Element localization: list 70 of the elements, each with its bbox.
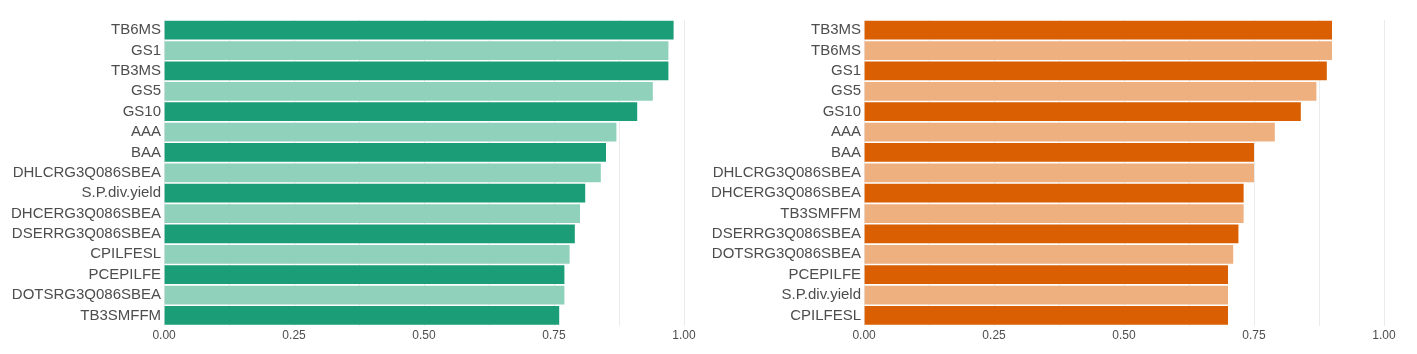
x-tick-label: 0.25	[282, 328, 307, 343]
x-tick-label: 0.00	[152, 328, 177, 343]
bar	[864, 102, 1301, 122]
y-tick-label: S.P.div.yield	[81, 183, 162, 201]
bar	[164, 61, 669, 81]
bar	[864, 183, 1244, 203]
bar	[864, 81, 1317, 101]
bar	[864, 20, 1333, 40]
y-tick-label: DHLCRG3Q086SBEA	[712, 162, 862, 180]
y-tick-label: TB3MS	[111, 61, 162, 79]
y-tick-label: DSERRG3Q086SBEA	[711, 224, 862, 242]
x-tick-label: 0.50	[412, 328, 437, 343]
y-tick-label: TB6MS	[811, 40, 862, 58]
y-tick-label: DHLCRG3Q086SBEA	[12, 162, 162, 180]
bar	[164, 244, 570, 264]
bar	[164, 81, 653, 101]
x-tick-label: 0.75	[542, 328, 567, 343]
x-tick-label: 0.25	[982, 328, 1007, 343]
x-tick-label: 0.00	[852, 328, 877, 343]
y-tick-label: GS5	[131, 81, 162, 99]
y-tick-label: AAA	[831, 122, 862, 140]
bar	[164, 265, 565, 285]
bar	[864, 143, 1255, 162]
bar	[164, 306, 560, 325]
bar	[864, 265, 1229, 285]
y-tick-label: DOTSRG3Q086SBEA	[11, 285, 162, 303]
bar	[864, 61, 1327, 81]
bar	[864, 163, 1255, 183]
bar	[164, 20, 674, 40]
bar	[164, 41, 669, 60]
y-tick-label: GS1	[131, 40, 162, 58]
bar	[164, 183, 586, 203]
y-tick-label: PCEPILFE	[88, 264, 162, 282]
y-tick-label: CPILFESL	[790, 305, 862, 323]
y-tick-label: DOTSRG3Q086SBEA	[711, 244, 862, 262]
bar	[864, 122, 1275, 142]
x-tick-label: 1.00	[1372, 328, 1396, 343]
bar	[864, 285, 1229, 305]
y-tick-label: DHCERG3Q086SBEA	[711, 183, 862, 201]
y-tick-label: AAA	[131, 122, 162, 140]
bar	[164, 204, 581, 223]
x-tick-label: 0.75	[1242, 328, 1267, 343]
y-tick-label: TB3SMFFM	[80, 305, 162, 323]
y-tick-label: BAA	[831, 142, 862, 160]
y-tick-label: GS10	[122, 101, 162, 119]
x-tick-label: 1.00	[672, 328, 696, 343]
bar	[164, 122, 617, 142]
bar	[164, 163, 601, 183]
y-tick-label: TB3MS	[811, 20, 862, 38]
bar	[164, 143, 607, 162]
y-tick-label: TB3SMFFM	[780, 203, 862, 221]
y-tick-label: BAA	[131, 142, 162, 160]
bar	[864, 204, 1244, 223]
y-tick-label: GS5	[831, 81, 862, 99]
y-tick-label: TB6MS	[111, 20, 162, 38]
y-tick-label: S.P.div.yield	[781, 285, 862, 303]
bar	[164, 224, 575, 244]
y-tick-label: DSERRG3Q086SBEA	[11, 224, 162, 242]
y-tick-label: DHCERG3Q086SBEA	[11, 203, 162, 221]
bar	[164, 102, 638, 122]
y-tick-label: GS10	[822, 101, 862, 119]
y-tick-label: GS1	[831, 61, 862, 79]
bar	[864, 41, 1333, 60]
bar	[864, 306, 1229, 325]
bar	[864, 224, 1239, 244]
y-tick-label: PCEPILFE	[788, 264, 862, 282]
bar	[864, 244, 1234, 264]
x-tick-label: 0.50	[1112, 328, 1137, 343]
y-tick-label: CPILFESL	[90, 244, 162, 262]
bar	[164, 285, 565, 305]
